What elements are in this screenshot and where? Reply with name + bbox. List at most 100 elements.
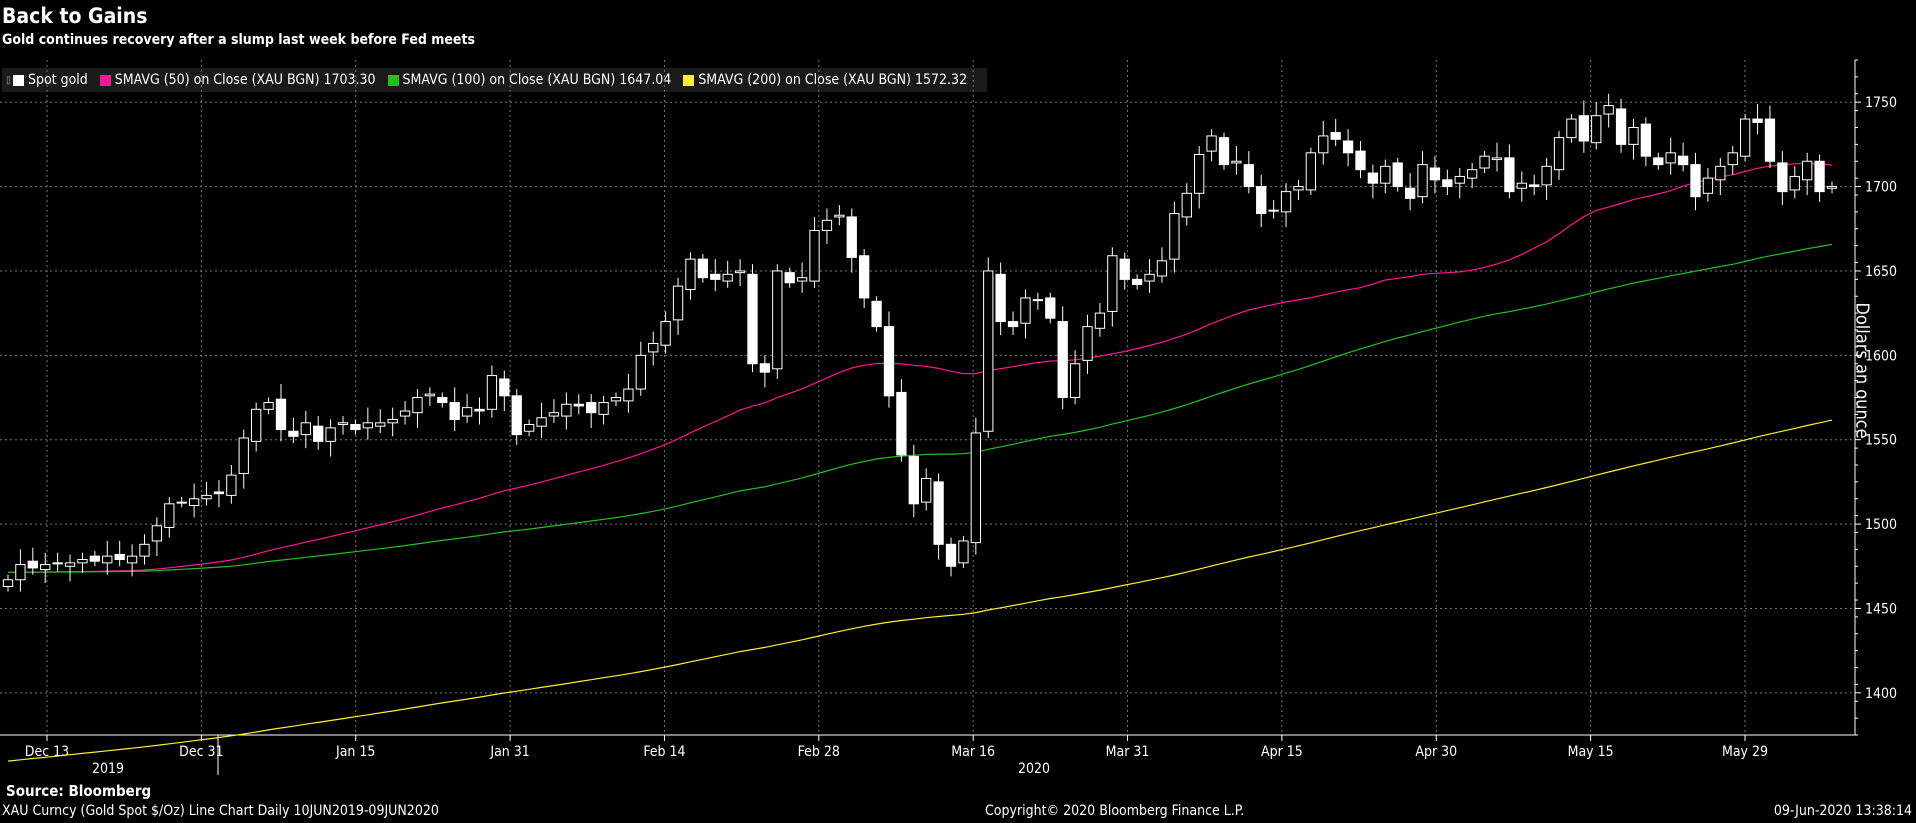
candle-body xyxy=(821,219,833,231)
candle-body xyxy=(1293,186,1304,191)
candle-body xyxy=(1826,186,1838,189)
candle-body xyxy=(275,398,287,431)
candle-body xyxy=(1007,321,1019,328)
candle-body xyxy=(362,422,373,429)
candle-body xyxy=(1628,127,1639,145)
candle-body xyxy=(1591,115,1602,144)
candle-body xyxy=(188,498,200,506)
candle-body xyxy=(1020,297,1031,324)
legend-item-sma50: SMAVG (50) on Close (XAU BGN) 1703.30 xyxy=(99,72,376,88)
candle-body xyxy=(151,525,163,542)
candle-body xyxy=(114,553,125,560)
x-tick-label: Apr 15 xyxy=(1261,744,1303,760)
candle-body xyxy=(474,408,485,412)
sma100-line xyxy=(8,243,1833,573)
candle-body xyxy=(375,422,386,427)
x-tick-label: Mar 31 xyxy=(1106,744,1150,760)
candle-body xyxy=(1206,135,1217,152)
candle-body xyxy=(1764,118,1776,162)
candle-body xyxy=(523,424,535,432)
candle-body xyxy=(176,501,187,504)
year-label: 2020 xyxy=(1018,761,1050,777)
candle-body xyxy=(1777,162,1788,193)
candle-body xyxy=(1119,258,1130,280)
candle-body xyxy=(561,403,572,417)
candle-body xyxy=(461,407,473,417)
candle-body xyxy=(1318,135,1329,154)
candle-body xyxy=(1529,184,1540,188)
chart-legend: ▯ Spot gold SMAVG (50) on Close (XAU BGN… xyxy=(2,68,988,92)
candle-body xyxy=(970,432,981,544)
candle-body xyxy=(15,564,26,581)
candle-body xyxy=(288,430,299,437)
legend-toggle-icon[interactable]: ▯ xyxy=(6,74,11,86)
candle-body xyxy=(1615,108,1627,145)
footer-copyright: Copyright© 2020 Bloomberg Finance L.P. xyxy=(985,803,1245,819)
chart-title: Back to Gains xyxy=(2,4,148,28)
chart-subtitle: Gold continues recovery after a slump la… xyxy=(2,32,475,48)
candle-body xyxy=(102,555,113,564)
x-tick-label: Jan 31 xyxy=(489,744,529,760)
candle-body xyxy=(796,277,808,282)
candle-body xyxy=(499,378,510,397)
legend-label: SMAVG (100) on Close (XAU BGN) 1647.04 xyxy=(402,72,672,88)
candle-body xyxy=(1181,192,1192,218)
candle-body xyxy=(648,343,659,353)
candle-body xyxy=(40,564,51,571)
candle-body xyxy=(1330,132,1341,140)
candle-body xyxy=(1243,164,1254,188)
candle-body xyxy=(77,559,88,564)
candle-body xyxy=(536,417,547,427)
candle-body xyxy=(387,418,398,424)
candle-body xyxy=(1653,157,1664,166)
candle-body xyxy=(1082,326,1093,361)
candle-body xyxy=(1256,186,1267,215)
candle-body xyxy=(1218,137,1230,166)
candle-body xyxy=(722,273,733,282)
candle-body xyxy=(1491,157,1503,161)
candle-body xyxy=(1665,152,1676,164)
candle-body xyxy=(1057,321,1068,398)
y-tick-label: 1700 xyxy=(1865,180,1897,196)
candle-body xyxy=(1702,177,1714,194)
candle-body xyxy=(1380,165,1391,184)
candle-body xyxy=(933,481,944,545)
candle-body xyxy=(1504,157,1515,193)
candle-body xyxy=(1640,123,1652,157)
candle-body xyxy=(1479,155,1490,169)
candle-body xyxy=(263,402,274,410)
candle-body xyxy=(660,321,671,346)
year-label: 2019 xyxy=(92,761,124,777)
y-tick-label: 1750 xyxy=(1865,95,1897,111)
candle-body xyxy=(424,393,436,397)
candle-body xyxy=(908,456,919,505)
legend-swatch-icon xyxy=(387,74,399,86)
candle-body xyxy=(834,214,845,218)
candle-body xyxy=(300,422,311,436)
candle-body xyxy=(586,402,597,414)
candle-body xyxy=(89,555,101,562)
footer-timestamp: 09-Jun-2020 13:38:14 xyxy=(1773,803,1912,819)
candle-body xyxy=(1131,278,1143,285)
candle-body xyxy=(1194,154,1205,194)
candle-body xyxy=(1802,160,1813,181)
candle-body xyxy=(1603,105,1614,115)
candle-body xyxy=(213,491,225,495)
candle-body xyxy=(1144,273,1155,282)
candle-body xyxy=(449,402,460,420)
candle-body xyxy=(1280,191,1292,213)
legend-label: SMAVG (50) on Close (XAU BGN) 1703.30 xyxy=(114,72,376,88)
candle-body xyxy=(1392,162,1403,188)
candle-body xyxy=(511,395,522,436)
candle-body xyxy=(486,375,498,410)
candle-body xyxy=(1342,140,1354,154)
candle-body xyxy=(1578,115,1589,142)
candle-body xyxy=(1789,175,1800,191)
candle-body xyxy=(1467,169,1478,179)
candle-body xyxy=(1516,182,1527,189)
y-tick-label: 1650 xyxy=(1865,264,1897,280)
candle-body xyxy=(226,474,237,496)
candle-body xyxy=(672,285,684,321)
candle-body xyxy=(1355,150,1366,171)
candle-body xyxy=(201,494,212,500)
